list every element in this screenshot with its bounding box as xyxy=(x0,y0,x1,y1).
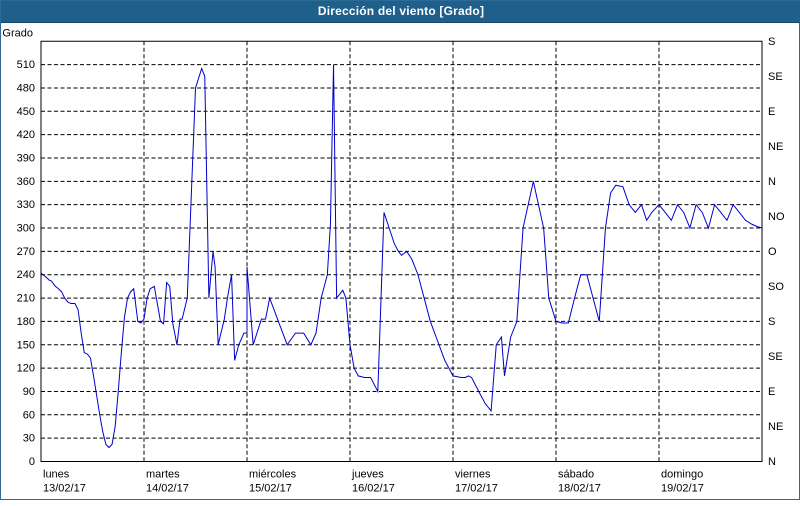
svg-text:18/02/17: 18/02/17 xyxy=(558,483,601,495)
svg-text:S: S xyxy=(768,36,775,48)
svg-text:420: 420 xyxy=(17,129,35,141)
svg-text:Grado: Grado xyxy=(2,27,33,39)
svg-text:NE: NE xyxy=(768,141,783,153)
svg-text:S: S xyxy=(768,316,775,328)
svg-text:NE: NE xyxy=(768,421,783,433)
svg-text:jueves: jueves xyxy=(351,469,384,481)
svg-text:domingo: domingo xyxy=(661,469,703,481)
svg-text:300: 300 xyxy=(17,223,35,235)
svg-text:lunes: lunes xyxy=(43,469,70,481)
svg-text:O: O xyxy=(768,246,777,258)
svg-text:180: 180 xyxy=(17,316,35,328)
svg-text:19/02/17: 19/02/17 xyxy=(661,483,704,495)
svg-text:16/02/17: 16/02/17 xyxy=(352,483,395,495)
svg-text:martes: martes xyxy=(146,469,180,481)
svg-text:270: 270 xyxy=(17,246,35,258)
svg-text:210: 210 xyxy=(17,293,35,305)
svg-text:N: N xyxy=(768,456,776,468)
svg-text:480: 480 xyxy=(17,82,35,94)
svg-text:15/02/17: 15/02/17 xyxy=(249,483,292,495)
svg-text:13/02/17: 13/02/17 xyxy=(43,483,86,495)
svg-text:miércoles: miércoles xyxy=(249,469,297,481)
svg-text:150: 150 xyxy=(17,339,35,351)
svg-text:240: 240 xyxy=(17,269,35,281)
svg-text:510: 510 xyxy=(17,59,35,71)
svg-text:SE: SE xyxy=(768,351,783,363)
svg-text:N: N xyxy=(768,176,776,188)
svg-text:E: E xyxy=(768,386,775,398)
svg-text:390: 390 xyxy=(17,152,35,164)
svg-text:sábado: sábado xyxy=(558,469,594,481)
svg-text:viernes: viernes xyxy=(455,469,491,481)
svg-text:0: 0 xyxy=(29,456,35,468)
svg-text:17/02/17: 17/02/17 xyxy=(455,483,498,495)
svg-text:NO: NO xyxy=(768,211,785,223)
svg-text:14/02/17: 14/02/17 xyxy=(146,483,189,495)
svg-text:30: 30 xyxy=(23,433,35,445)
svg-text:SO: SO xyxy=(768,281,784,293)
svg-text:360: 360 xyxy=(17,176,35,188)
svg-text:E: E xyxy=(768,106,775,118)
svg-text:330: 330 xyxy=(17,199,35,211)
svg-text:90: 90 xyxy=(23,386,35,398)
svg-text:60: 60 xyxy=(23,409,35,421)
svg-text:120: 120 xyxy=(17,363,35,375)
svg-text:SE: SE xyxy=(768,71,783,83)
svg-text:450: 450 xyxy=(17,106,35,118)
